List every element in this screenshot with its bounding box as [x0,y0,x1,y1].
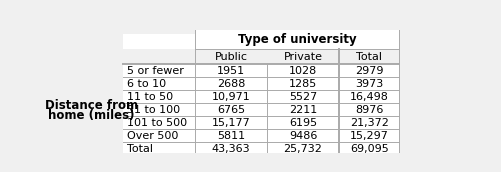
Bar [194,30,398,49]
Text: 1285: 1285 [288,79,317,89]
Text: 6195: 6195 [289,118,317,128]
Text: 2211: 2211 [288,105,317,115]
Text: 51 to 100: 51 to 100 [127,105,180,115]
Text: 5811: 5811 [216,131,244,141]
Text: 1951: 1951 [216,66,244,76]
Text: 25,732: 25,732 [283,144,322,154]
Text: 15,297: 15,297 [349,131,388,141]
Text: 2979: 2979 [354,66,383,76]
Text: 8976: 8976 [354,105,383,115]
Text: Type of university: Type of university [237,33,356,46]
Bar [123,64,398,155]
Text: 10,971: 10,971 [211,92,250,102]
Text: 5 or fewer: 5 or fewer [127,66,183,76]
Text: 69,095: 69,095 [349,144,388,154]
Text: 9486: 9486 [288,131,317,141]
Text: home (miles): home (miles) [48,109,134,122]
Text: Private: Private [283,52,322,62]
Text: 43,363: 43,363 [211,144,250,154]
Bar [123,34,398,49]
Text: 101 to 500: 101 to 500 [127,118,187,128]
Text: 6 to 10: 6 to 10 [127,79,166,89]
Text: 3973: 3973 [354,79,382,89]
Text: 5527: 5527 [288,92,317,102]
Text: 2688: 2688 [216,79,244,89]
Text: 11 to 50: 11 to 50 [127,92,173,102]
Text: 6765: 6765 [216,105,244,115]
Text: 21,372: 21,372 [349,118,388,128]
Text: 15,177: 15,177 [211,118,250,128]
Text: Public: Public [214,52,247,62]
Text: 16,498: 16,498 [349,92,388,102]
Text: Total: Total [355,52,381,62]
Text: Distance from: Distance from [45,99,137,112]
Text: Total: Total [127,144,153,154]
Text: 1028: 1028 [288,66,317,76]
Text: Over 500: Over 500 [127,131,178,141]
